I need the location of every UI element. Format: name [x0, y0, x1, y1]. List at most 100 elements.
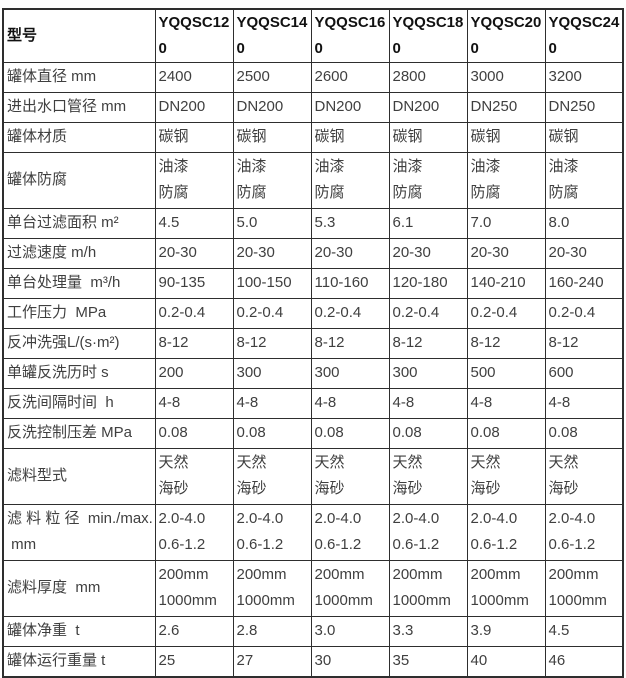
row-label: 罐体净重 t: [2, 616, 156, 647]
spec-cell: 5.3: [310, 208, 390, 239]
spec-cell: 4.5: [544, 616, 624, 647]
spec-cell: 20-30: [466, 238, 546, 269]
spec-cell: 2500: [232, 62, 312, 93]
spec-cell: DN200: [388, 92, 468, 123]
spec-cell: 90-135: [154, 268, 234, 299]
row-label: 滤料厚度 mm: [2, 560, 156, 617]
spec-cell: DN200: [232, 92, 312, 123]
spec-cell: 2.0-4.0 0.6-1.2: [310, 504, 390, 561]
table-row: 反洗间隔时间 h 4-8 4-8 4-8 4-8 4-8 4-8: [2, 388, 624, 419]
table-row: 罐体直径 mm 2400 2500 2600 2800 3000 3200: [2, 62, 624, 93]
table-row: 工作压力 MPa 0.2-0.4 0.2-0.4 0.2-0.4 0.2-0.4…: [2, 298, 624, 329]
row-label: 工作压力 MPa: [2, 298, 156, 329]
spec-cell: 8-12: [310, 328, 390, 359]
spec-cell: 100-150: [232, 268, 312, 299]
spec-cell: 碳钢: [466, 122, 546, 153]
row-label: 罐体运行重量 t: [2, 646, 156, 678]
spec-cell: 2800: [388, 62, 468, 93]
spec-cell: 天然 海砂: [544, 448, 624, 505]
spec-cell: 35: [388, 646, 468, 678]
spec-cell: 20-30: [544, 238, 624, 269]
row-label: 过滤速度 m/h: [2, 238, 156, 269]
spec-cell: 天然 海砂: [232, 448, 312, 505]
spec-cell: 3000: [466, 62, 546, 93]
spec-cell: 5.0: [232, 208, 312, 239]
spec-cell: 4-8: [232, 388, 312, 419]
table-row: 罐体净重 t 2.6 2.8 3.0 3.3 3.9 4.5: [2, 616, 624, 647]
header-model-yqqsc120: YQQSC120: [154, 8, 234, 63]
spec-cell: 3.0: [310, 616, 390, 647]
spec-cell: DN250: [544, 92, 624, 123]
table-row: 滤料型式 天然 海砂 天然 海砂 天然 海砂 天然 海砂 天然 海砂 天然 海砂: [2, 448, 624, 505]
spec-cell: 3.3: [388, 616, 468, 647]
table-row: 单台处理量 m³/h 90-135 100-150 110-160 120-18…: [2, 268, 624, 299]
row-label: 反洗控制压差 MPa: [2, 418, 156, 449]
spec-cell: 4.5: [154, 208, 234, 239]
spec-cell: 油漆 防腐: [232, 152, 312, 209]
spec-cell: 200mm 1000mm: [310, 560, 390, 617]
spec-cell: 4-8: [154, 388, 234, 419]
spec-cell: 油漆 防腐: [466, 152, 546, 209]
spec-cell: 油漆 防腐: [544, 152, 624, 209]
header-model-yqqsc160: YQQSC160: [310, 8, 390, 63]
spec-cell: 3200: [544, 62, 624, 93]
spec-cell: 2.8: [232, 616, 312, 647]
spec-cell: 0.08: [310, 418, 390, 449]
spec-cell: 20-30: [310, 238, 390, 269]
spec-cell: 25: [154, 646, 234, 678]
table-row: 滤料厚度 mm 200mm 1000mm 200mm 1000mm 200mm …: [2, 560, 624, 617]
spec-cell: 0.08: [544, 418, 624, 449]
spec-cell: 110-160: [310, 268, 390, 299]
table-row: 罐体材质 碳钢 碳钢 碳钢 碳钢 碳钢 碳钢: [2, 122, 624, 153]
spec-cell: 4-8: [310, 388, 390, 419]
table-row: 反洗控制压差 MPa 0.08 0.08 0.08 0.08 0.08 0.08: [2, 418, 624, 449]
spec-cell: 200mm 1000mm: [544, 560, 624, 617]
spec-cell: 200mm 1000mm: [232, 560, 312, 617]
spec-cell: 4-8: [544, 388, 624, 419]
spec-cell: 0.08: [232, 418, 312, 449]
spec-cell: 4-8: [388, 388, 468, 419]
spec-cell: 27: [232, 646, 312, 678]
row-label: 进出水口管径 mm: [2, 92, 156, 123]
spec-cell: 0.2-0.4: [466, 298, 546, 329]
spec-cell: 8-12: [544, 328, 624, 359]
spec-cell: 0.2-0.4: [232, 298, 312, 329]
spec-cell: 160-240: [544, 268, 624, 299]
spec-cell: 120-180: [388, 268, 468, 299]
row-label: 单罐反洗历时 s: [2, 358, 156, 389]
spec-cell: 200mm 1000mm: [466, 560, 546, 617]
header-row: 型号 YQQSC120 YQQSC140 YQQSC160 YQQSC180 Y…: [2, 8, 624, 63]
table-row: 过滤速度 m/h 20-30 20-30 20-30 20-30 20-30 2…: [2, 238, 624, 269]
spec-cell: 300: [310, 358, 390, 389]
spec-cell: 8-12: [466, 328, 546, 359]
spec-cell: 天然 海砂: [310, 448, 390, 505]
spec-cell: 8-12: [232, 328, 312, 359]
table-row: 反冲洗强L/(s·m²) 8-12 8-12 8-12 8-12 8-12 8-…: [2, 328, 624, 359]
spec-cell: 200: [154, 358, 234, 389]
spec-table: 型号 YQQSC120 YQQSC140 YQQSC160 YQQSC180 Y…: [2, 8, 624, 678]
spec-cell: 200mm 1000mm: [388, 560, 468, 617]
row-label: 滤 料 粒 径 min./max. mm: [2, 504, 156, 561]
spec-cell: 2.0-4.0 0.6-1.2: [154, 504, 234, 561]
header-model-yqqsc200: YQQSC200: [466, 8, 546, 63]
spec-cell: 30: [310, 646, 390, 678]
spec-cell: 200mm 1000mm: [154, 560, 234, 617]
spec-cell: 碳钢: [388, 122, 468, 153]
spec-cell: 6.1: [388, 208, 468, 239]
spec-cell: 20-30: [154, 238, 234, 269]
spec-cell: 40: [466, 646, 546, 678]
spec-cell: 2.0-4.0 0.6-1.2: [232, 504, 312, 561]
spec-cell: 46: [544, 646, 624, 678]
spec-cell: 碳钢: [232, 122, 312, 153]
spec-cell: 140-210: [466, 268, 546, 299]
spec-cell: 2600: [310, 62, 390, 93]
header-model-label: 型号: [2, 8, 156, 63]
spec-cell: 0.2-0.4: [544, 298, 624, 329]
spec-cell: 0.2-0.4: [154, 298, 234, 329]
header-model-yqqsc240: YQQSC240: [544, 8, 624, 63]
spec-cell: 300: [388, 358, 468, 389]
spec-cell: 0.08: [388, 418, 468, 449]
row-label: 罐体直径 mm: [2, 62, 156, 93]
row-label: 罐体防腐: [2, 152, 156, 209]
spec-cell: 20-30: [388, 238, 468, 269]
